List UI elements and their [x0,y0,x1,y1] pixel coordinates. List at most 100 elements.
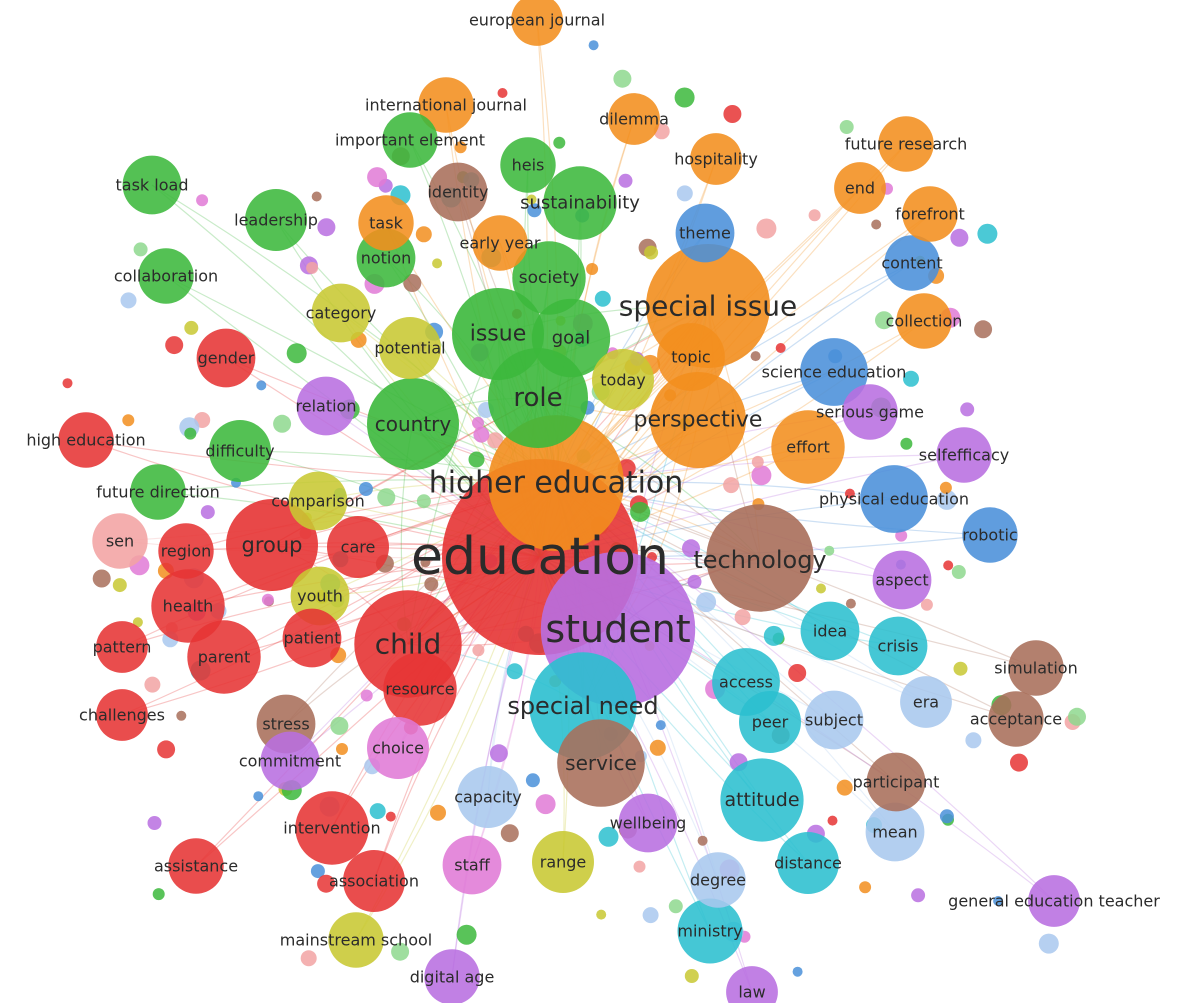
node-group[interactable] [226,499,318,591]
node-era[interactable] [900,676,952,728]
node-digital-age[interactable] [424,949,480,1003]
label-technology: technology [693,546,826,574]
node-potential[interactable] [379,317,441,379]
node-dilemma[interactable] [608,93,660,145]
node-high-education[interactable] [58,412,114,468]
node-country[interactable] [367,378,459,470]
label-law: law [738,983,765,1002]
node-forefront[interactable] [902,186,958,242]
node-goal[interactable] [531,298,611,378]
node-today[interactable] [592,349,654,411]
node-range[interactable] [532,831,594,893]
node-staff[interactable] [442,835,502,895]
node-patient[interactable] [282,608,342,668]
node-comparison[interactable] [288,471,348,531]
node-society[interactable] [512,241,586,315]
node-end[interactable] [834,162,886,214]
minor-node [120,292,137,309]
node-wellbeing[interactable] [618,793,678,853]
node-early-year[interactable] [472,215,528,271]
node-category[interactable] [311,283,371,343]
node-content[interactable] [884,235,940,291]
minor-node [859,881,872,894]
minor-node [696,592,717,613]
node-commitment[interactable] [260,731,320,791]
node-relation[interactable] [296,376,356,436]
node-choice[interactable] [367,717,429,779]
node-mainstream-school[interactable] [328,912,384,968]
node-law[interactable] [726,966,778,1003]
node-acceptance[interactable] [988,691,1044,747]
node-future-direction[interactable] [130,464,186,520]
minor-node [668,899,683,914]
node-theme[interactable] [675,203,735,263]
node-important-element[interactable] [382,112,438,168]
node-capacity[interactable] [457,766,519,828]
node-region[interactable] [158,523,214,579]
node-degree[interactable] [690,852,746,908]
minor-node [974,320,993,339]
node-care[interactable] [327,516,389,578]
node-mean[interactable] [865,802,925,862]
node-sustainability[interactable] [543,166,617,240]
node-european-journal[interactable] [511,0,563,46]
node-distance[interactable] [777,832,839,894]
node-sen[interactable] [92,513,148,569]
node-difficulty[interactable] [209,420,271,482]
minor-node [939,481,952,494]
node-parent[interactable] [187,620,261,694]
node-health[interactable] [151,569,225,643]
node-topic[interactable] [657,323,725,391]
node-identity[interactable] [428,162,488,222]
node-association[interactable] [343,850,405,912]
node-aspect[interactable] [872,550,932,610]
minor-node [911,888,926,903]
node-participant[interactable] [866,752,926,812]
node-task-load[interactable] [122,155,182,215]
node-hospitality[interactable] [690,133,742,185]
label-era: era [913,693,939,712]
node-idea[interactable] [800,601,860,661]
node-effort[interactable] [771,410,845,484]
label-potential: potential [374,339,445,358]
node-physical-education[interactable] [860,465,928,533]
node-serious-game[interactable] [842,384,898,440]
node-collaboration[interactable] [138,248,194,304]
node-attitude[interactable] [720,758,804,842]
minor-node [586,263,599,275]
minor-node [977,223,998,244]
node-challenges[interactable] [96,689,148,741]
node-crisis[interactable] [868,616,928,676]
node-selfefficacy[interactable] [936,427,992,483]
node-general-education-teacher[interactable] [1028,875,1080,927]
node-task[interactable] [358,195,414,251]
node-subject[interactable] [804,690,864,750]
node-assistance[interactable] [168,838,224,894]
minor-node [330,716,349,735]
node-collection[interactable] [896,293,952,349]
node-technology[interactable] [706,504,814,612]
minor-node [644,245,659,260]
label-serious-game: serious game [816,403,924,422]
node-leadership[interactable] [245,189,307,251]
minor-node [950,228,969,247]
node-higher-education[interactable] [488,415,624,551]
node-ministry[interactable] [677,898,743,964]
node-science-education[interactable] [800,338,868,406]
node-service[interactable] [557,719,645,807]
minor-node [200,505,215,520]
node-future-research[interactable] [878,116,934,172]
node-heis[interactable] [500,137,556,193]
node-simulation[interactable] [1008,640,1064,696]
node-intervention[interactable] [295,791,369,865]
minor-node [132,617,143,628]
node-international-journal[interactable] [418,77,474,133]
node-gender[interactable] [196,328,256,388]
node-issue[interactable] [452,288,544,380]
node-resource[interactable] [383,652,457,726]
node-robotic[interactable] [962,507,1018,563]
minor-node [1068,707,1086,726]
node-pattern[interactable] [96,621,148,673]
node-peer[interactable] [739,691,801,753]
node-perspective[interactable] [650,372,746,468]
